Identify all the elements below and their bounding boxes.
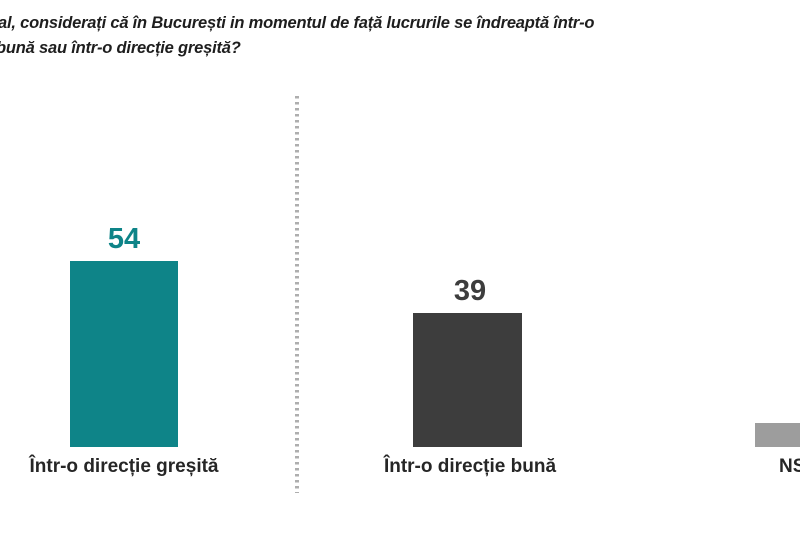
bar-value-label-gresita: 54 <box>107 223 141 255</box>
bar-value-label-buna: 39 <box>453 275 487 307</box>
chart-title-line2: bună sau într-o direcție greșită? <box>0 39 241 57</box>
dashed-divider-line <box>295 96 299 493</box>
bar-directie-gresita <box>70 261 178 447</box>
bar-ns-cropped <box>755 423 800 447</box>
bar-directie-buna <box>413 313 522 447</box>
category-label-directie-gresita: Într-o direcție greșită <box>29 456 219 477</box>
category-label-ns: NS <box>779 456 800 477</box>
category-label-directie-buna: Într-o direcție bună <box>383 456 557 477</box>
chart-title-line1: al, considerați că în București in momen… <box>0 14 595 32</box>
